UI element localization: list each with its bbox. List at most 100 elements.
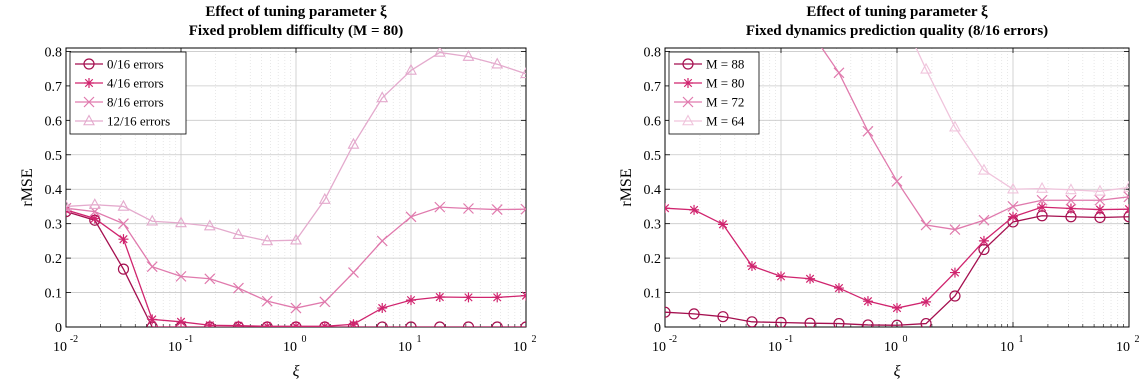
- x-tick-label: 10: [398, 340, 412, 355]
- x-tick-label: 10: [768, 340, 782, 355]
- marker-asterisk: [776, 271, 786, 282]
- marker-asterisk: [1065, 203, 1076, 214]
- marker-asterisk: [1037, 202, 1048, 213]
- chart-subtitle: Fixed problem difficulty (M = 80): [189, 23, 404, 39]
- x-tick-exponent: 1: [417, 334, 422, 345]
- marker-x: [1123, 191, 1129, 203]
- marker-x: [348, 267, 359, 279]
- marker-asterisk: [291, 321, 301, 327]
- marker-asterisk: [1124, 204, 1129, 215]
- marker-asterisk: [406, 295, 416, 306]
- chart-subtitle: Fixed dynamics prediction quality (8/16 …: [746, 23, 1048, 39]
- marker-asterisk: [521, 290, 526, 301]
- marker-circle: [682, 58, 694, 70]
- marker-x: [83, 96, 95, 108]
- marker-x: [920, 219, 932, 231]
- marker-asterisk: [717, 219, 728, 230]
- x-tick-label: 10: [53, 340, 67, 355]
- y-tick-label: 0.6: [45, 114, 63, 129]
- legend-entry: M = 88: [706, 57, 744, 72]
- marker-x: [463, 203, 474, 214]
- chart-title: Effect of tuning parameter ξ: [806, 4, 988, 20]
- marker-x: [204, 273, 216, 285]
- marker-asterisk: [862, 296, 873, 307]
- series-2: [665, 202, 1129, 314]
- legend-box: [69, 51, 187, 135]
- legend: 0/16 errors 4/16 errors 8/16 errors 12/16 e…: [69, 51, 187, 135]
- marker-circle: [1123, 211, 1129, 223]
- marker-x: [862, 125, 874, 137]
- marker-asterisk: [204, 320, 215, 327]
- marker-triangle: [949, 120, 961, 132]
- x-tick-exponent: -2: [669, 334, 677, 345]
- series-4: [66, 48, 526, 246]
- x-tick-exponent: -1: [785, 334, 793, 345]
- y-tick-label: 0.5: [644, 149, 662, 164]
- marker-triangle: [1036, 181, 1048, 193]
- y-tick-label: 0: [654, 321, 661, 336]
- marker-circle: [405, 321, 417, 327]
- x-tick-exponent: 2: [1135, 334, 1140, 345]
- chart-title: Effect of tuning parameter ξ: [205, 4, 387, 20]
- marker-asterisk: [683, 78, 693, 88]
- x-tick-exponent: 2: [532, 334, 537, 345]
- y-tick-label: 0.1: [45, 287, 63, 302]
- marker-x: [520, 203, 526, 215]
- marker-triangle: [433, 48, 446, 57]
- marker-circle: [949, 290, 961, 302]
- marker-triangle: [978, 163, 990, 175]
- y-tick-label: 0.6: [644, 114, 662, 129]
- marker-asterisk: [665, 203, 670, 214]
- marker-asterisk: [118, 234, 129, 245]
- y-tick-label: 0.2: [644, 252, 662, 267]
- series-3: [66, 201, 526, 314]
- y-tick-label: 0.5: [45, 149, 63, 164]
- y-tick-label: 0.8: [644, 45, 662, 60]
- marker-x: [233, 282, 244, 294]
- legend: M = 88 M = 80 M = 72 M = 64: [668, 51, 760, 135]
- marker-circle: [491, 321, 503, 327]
- marker-x: [66, 202, 72, 214]
- marker-triangle: [261, 234, 274, 246]
- marker-asterisk: [89, 213, 100, 224]
- legend-entry: M = 80: [706, 76, 744, 91]
- legend-entry: M = 64: [706, 114, 745, 129]
- x-tick-exponent: 0: [903, 334, 908, 345]
- marker-asterisk: [921, 296, 932, 307]
- marker-asterisk: [463, 292, 474, 303]
- marker-x: [434, 201, 446, 213]
- marker-asterisk: [1008, 211, 1018, 222]
- x-axis-label: ξ: [293, 363, 300, 380]
- marker-x: [319, 296, 331, 308]
- marker-circle: [804, 317, 816, 327]
- legend-entry: 4/16 errors: [107, 76, 164, 91]
- series-line: [66, 210, 526, 327]
- y-tick-label: 0.1: [644, 287, 662, 302]
- marker-x: [682, 96, 694, 108]
- x-tick-exponent: -1: [185, 334, 193, 345]
- legend-entry: M = 72: [706, 95, 744, 110]
- x-tick-label: 10: [1116, 340, 1130, 355]
- marker-asterisk: [319, 321, 330, 327]
- marker-circle: [665, 306, 671, 318]
- marker-asterisk: [147, 314, 158, 325]
- marker-x: [290, 302, 302, 314]
- y-tick-label: 0.8: [45, 45, 63, 60]
- x-tick-label: 10: [168, 340, 182, 355]
- marker-circle: [717, 311, 729, 323]
- marker-asterisk: [84, 78, 94, 88]
- marker-asterisk: [949, 267, 960, 278]
- marker-x: [978, 214, 990, 226]
- series-line: [915, 48, 1129, 192]
- marker-x: [1007, 201, 1019, 212]
- x-tick-label: 10: [652, 340, 666, 355]
- marker-asterisk: [233, 320, 244, 327]
- chart-panel-2: Effect of tuning parameter ξ Fixed dynami…: [618, 4, 1140, 380]
- x-tick-label: 10: [1000, 340, 1014, 355]
- marker-circle: [83, 58, 95, 70]
- marker-triangle: [117, 199, 130, 211]
- marker-circle: [746, 316, 758, 327]
- marker-asterisk: [805, 273, 816, 284]
- marker-asterisk: [746, 261, 757, 272]
- plot-area: [66, 48, 526, 327]
